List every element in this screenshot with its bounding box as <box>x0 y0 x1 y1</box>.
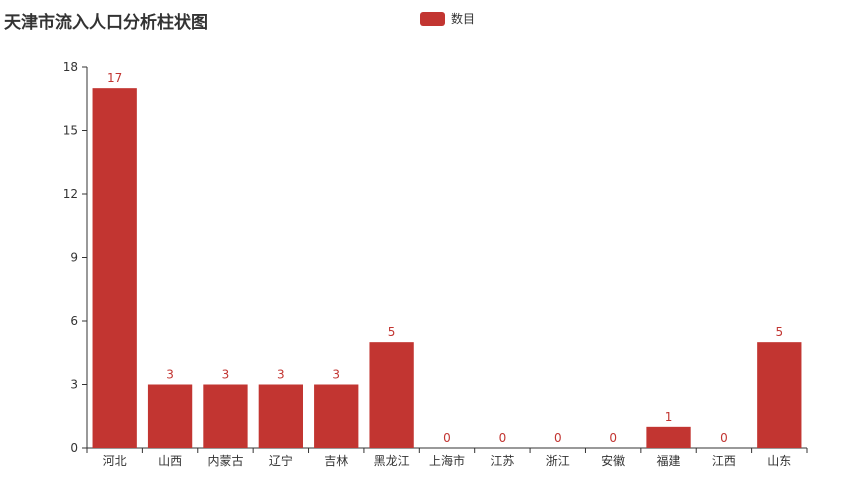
y-tick-label: 0 <box>70 441 78 455</box>
bars <box>92 88 802 449</box>
y-tick-label: 12 <box>63 187 78 201</box>
x-tick-label: 山西 <box>158 454 182 468</box>
bar[interactable] <box>92 88 137 449</box>
data-label: 0 <box>609 431 617 445</box>
legend-label: 数目 <box>451 12 476 26</box>
legend[interactable]: 数目 <box>420 10 475 27</box>
bar[interactable] <box>757 342 802 448</box>
x-tick-label: 安徽 <box>601 453 625 468</box>
data-label: 1 <box>665 410 673 424</box>
x-tick-label: 江西 <box>712 454 736 468</box>
data-label: 17 <box>107 71 122 85</box>
bar[interactable] <box>147 384 193 449</box>
x-tick-label: 山东 <box>767 454 791 468</box>
data-label: 5 <box>775 325 783 339</box>
bar[interactable] <box>646 426 691 448</box>
legend-swatch <box>420 11 445 26</box>
y-axis: 0 3 6 9 12 15 18 <box>63 60 88 455</box>
x-axis: 河北 山西 内蒙古 辽宁 吉林 黑龙江 上海市 江苏 浙江 安徽 福建 江西 山东 <box>86 447 808 468</box>
x-tick-label: 上海市 <box>429 453 465 468</box>
data-label: 0 <box>720 431 728 445</box>
x-tick-label: 河北 <box>103 454 127 468</box>
bar[interactable] <box>258 384 303 449</box>
bar[interactable] <box>314 384 359 449</box>
y-tick-label: 9 <box>70 251 78 265</box>
y-tick-label: 6 <box>70 314 78 328</box>
x-tick-label: 黑龙江 <box>374 454 410 468</box>
x-tick-label: 福建 <box>657 453 681 468</box>
data-label: 0 <box>554 431 562 445</box>
y-tick-label: 18 <box>63 60 78 74</box>
data-label: 3 <box>222 368 230 382</box>
data-labels: 17 3 3 3 3 5 0 0 0 0 1 0 5 <box>107 71 783 445</box>
data-label: 3 <box>332 368 340 382</box>
data-label: 3 <box>277 368 285 382</box>
x-tick-label: 内蒙古 <box>207 453 243 468</box>
x-tick-label: 辽宁 <box>269 453 293 468</box>
data-label: 0 <box>443 431 451 445</box>
y-tick-label: 3 <box>70 378 78 392</box>
data-label: 0 <box>499 431 507 445</box>
chart-title: 天津市流入人口分析柱状图 <box>4 13 208 33</box>
data-label: 5 <box>388 325 396 339</box>
data-label: 3 <box>166 368 174 382</box>
y-tick-label: 15 <box>63 124 78 138</box>
bar[interactable] <box>369 342 414 448</box>
bar[interactable] <box>203 384 248 449</box>
x-tick-label: 浙江 <box>546 454 570 468</box>
x-tick-label: 吉林 <box>324 454 348 468</box>
x-tick-label: 江苏 <box>490 454 514 468</box>
